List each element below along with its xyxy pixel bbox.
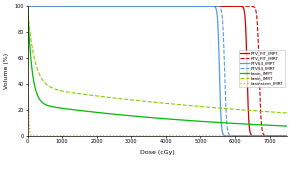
PTV54_IMPT [73,5,77,7]
brain_IMRT [181,104,185,106]
PTV_PIT_IMPT [181,5,185,7]
PTV_PIT_IMPT [285,135,289,137]
brain_IMPT [239,123,242,125]
brain_IMPT [194,120,198,122]
brain_IMRT [285,112,289,114]
brain_IMPT [73,109,77,111]
Line: PTV_PIT_IMRT: PTV_PIT_IMRT [28,6,287,136]
brainstem_IMRT [125,135,128,137]
PTV54_IMRT [26,5,29,7]
PTV_PIT_IMPT [194,5,198,7]
PTV_PIT_IMRT [26,5,29,7]
Line: PTV_PIT_IMPT: PTV_PIT_IMPT [28,6,287,136]
brain_IMRT [73,92,77,94]
X-axis label: Dose (cGy): Dose (cGy) [140,150,175,155]
PTV54_IMRT [181,5,185,7]
PTV_PIT_IMPT [26,5,29,7]
brainstem_IMRT [26,8,29,10]
brainstem_IMRT [194,135,198,137]
brain_IMPT [285,125,289,127]
PTV54_IMPT [239,135,242,137]
Line: brain_IMRT: brain_IMRT [28,9,287,113]
PTV54_IMRT [125,5,128,7]
PTV_PIT_IMRT [194,5,198,7]
PTV_PIT_IMRT [239,5,242,7]
brainstem_IMRT [219,135,223,137]
PTV54_IMPT [219,117,223,119]
PTV54_IMPT [181,5,185,7]
PTV_PIT_IMRT [285,135,289,137]
PTV_PIT_IMRT [219,5,223,7]
Line: PTV54_IMPT: PTV54_IMPT [28,6,287,136]
PTV_PIT_IMPT [219,5,223,7]
PTV_PIT_IMPT [125,5,128,7]
brain_IMPT [125,114,128,116]
PTV54_IMRT [285,135,289,137]
PTV54_IMRT [194,5,198,7]
Line: brain_IMPT: brain_IMPT [28,6,287,126]
brain_IMRT [219,107,223,109]
brainstem_IMRT [73,135,77,137]
PTV54_IMRT [219,8,223,11]
brainstem_IMRT [181,135,185,137]
brainstem_IMRT [285,135,289,137]
Line: brainstem_IMRT: brainstem_IMRT [28,9,287,136]
PTV_PIT_IMPT [239,5,242,7]
PTV54_IMRT [73,5,77,7]
Y-axis label: Volume (%): Volume (%) [4,53,9,89]
PTV_PIT_IMRT [125,5,128,7]
PTV54_IMPT [194,5,198,7]
brain_IMPT [219,122,223,124]
brain_IMRT [125,98,128,100]
Line: PTV54_IMRT: PTV54_IMRT [28,6,287,136]
brain_IMPT [181,119,185,121]
brain_IMRT [26,8,29,10]
PTV54_IMPT [285,135,289,137]
PTV54_IMPT [26,5,29,7]
PTV_PIT_IMRT [73,5,77,7]
PTV_PIT_IMPT [73,5,77,7]
PTV54_IMPT [125,5,128,7]
Legend: PTV_PIT_IMPT, PTV_PIT_IMRT, PTV54_IMPT, PTV54_IMRT, brain_IMPT, brain_IMRT, brai: PTV_PIT_IMPT, PTV_PIT_IMRT, PTV54_IMPT, … [239,50,285,87]
brain_IMPT [26,5,29,7]
PTV_PIT_IMRT [181,5,185,7]
brainstem_IMRT [239,135,242,137]
brain_IMRT [194,105,198,107]
brain_IMRT [239,109,242,111]
PTV54_IMRT [239,135,242,137]
